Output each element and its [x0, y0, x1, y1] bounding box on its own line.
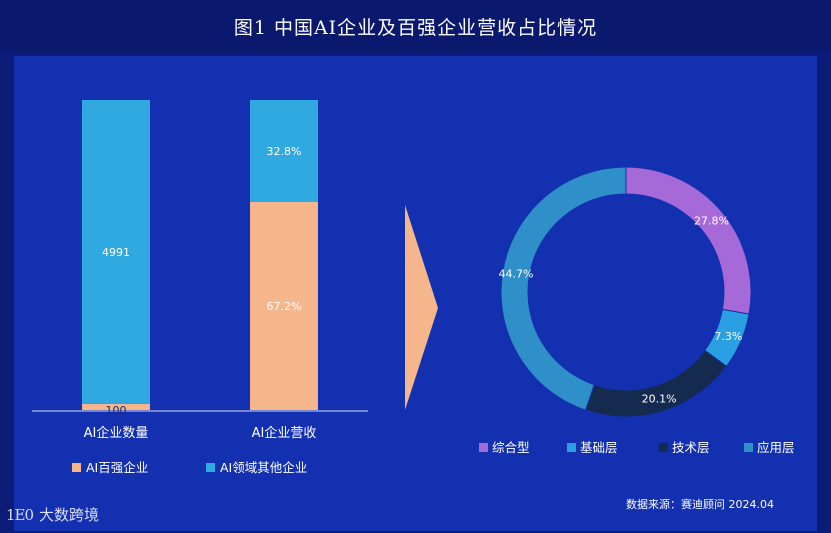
bar-2-data-label-2: 32.8% — [267, 145, 302, 158]
watermark: 1E0 大数跨境 — [6, 504, 99, 525]
chart-title: 图1 中国AI企业及百强企业营收占比情况 — [233, 16, 598, 39]
bar-legend-swatch-1 — [72, 463, 81, 472]
donut-legend-swatch-3 — [659, 443, 668, 452]
donut-legend-label-2: 基础层 — [580, 440, 618, 455]
source-note: 数据来源：赛迪顾问 2024.04 — [626, 498, 774, 511]
donut-data-label-1: 27.8% — [694, 214, 729, 227]
x-tick-label-1: AI企业数量 — [84, 425, 149, 441]
bar-1-data-label-1: 100 — [106, 404, 127, 417]
donut-slice-4 — [500, 166, 627, 411]
bar-legend-label-1: AI百强企业 — [86, 460, 148, 475]
donut-data-label-4: 44.7% — [499, 268, 534, 281]
donut-data-label-3: 20.1% — [642, 392, 677, 405]
donut-legend-label-3: 技术层 — [672, 440, 710, 455]
bar-legend-label-2: AI领域其他企业 — [220, 460, 307, 475]
x-tick-label-2: AI企业营收 — [252, 425, 317, 441]
donut-slice-3 — [584, 349, 728, 418]
bar-1-segment-2 — [82, 100, 150, 404]
bar-2-segment-1 — [250, 201, 318, 410]
donut-legend-swatch-4 — [744, 443, 753, 452]
bar-2-segment-2 — [250, 100, 318, 202]
arrow-shape — [405, 205, 438, 410]
bar-1-segment-1 — [82, 403, 150, 410]
donut-slice-1 — [625, 166, 752, 315]
bar-2-data-label-1: 67.2% — [267, 300, 302, 313]
donut-legend-label-1: 综合型 — [492, 440, 530, 455]
bar-1-data-label-2: 4991 — [102, 246, 130, 259]
bar-legend-swatch-2 — [206, 463, 215, 472]
donut-legend-swatch-2 — [567, 443, 576, 452]
watermark-text: 大数跨境 — [39, 506, 100, 524]
donut-legend-label-4: 应用层 — [757, 440, 795, 455]
donut-data-label-2: 7.3% — [714, 330, 742, 343]
title-bar: 图1 中国AI企业及百强企业营收占比情况 — [0, 0, 831, 52]
donut-legend-swatch-1 — [479, 443, 488, 452]
watermark-logo-icon: 1E0 — [6, 505, 34, 524]
